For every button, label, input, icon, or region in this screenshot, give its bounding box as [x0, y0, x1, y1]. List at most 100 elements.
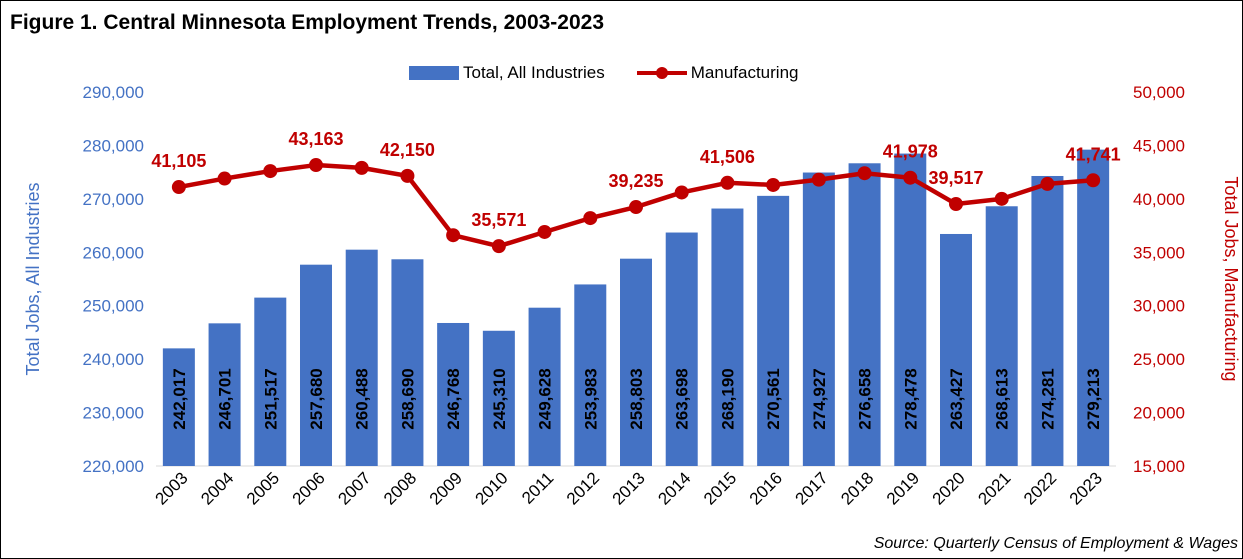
bar-value-label: 278,478 — [901, 368, 920, 429]
manufacturing-data-label: 39,517 — [928, 168, 983, 188]
manufacturing-data-label: 39,235 — [608, 171, 663, 191]
bar-value-label: 246,701 — [216, 368, 235, 429]
x-tick-label: 2005 — [243, 468, 283, 508]
source-note: Source: Quarterly Census of Employment &… — [873, 535, 1238, 552]
manufacturing-data-label: 35,571 — [471, 210, 526, 230]
manufacturing-point-2008 — [400, 168, 415, 183]
y-left-tick-label: 280,000 — [83, 136, 144, 155]
manufacturing-point-2023 — [1086, 173, 1101, 188]
y-left-tick-label: 240,000 — [83, 350, 144, 369]
bar-2020 — [940, 233, 972, 466]
bar-value-label: 258,803 — [627, 368, 646, 429]
bar-2007 — [345, 249, 378, 466]
bar-value-label: 251,517 — [261, 368, 280, 429]
bar-value-label: 246,768 — [444, 368, 463, 429]
y-right-tick-label: 15,000 — [1133, 457, 1185, 476]
manufacturing-point-2004 — [217, 171, 232, 186]
bar-2008 — [391, 259, 424, 466]
manufacturing-point-2013 — [629, 200, 643, 215]
manufacturing-point-2022 — [1040, 176, 1055, 191]
bar-value-label: 263,698 — [673, 368, 692, 429]
bar-2015 — [711, 208, 744, 466]
manufacturing-data-label: 41,506 — [700, 147, 755, 167]
bar-value-label: 245,310 — [490, 368, 509, 429]
bar-2003 — [162, 348, 195, 466]
x-tick-label: 2009 — [426, 468, 466, 508]
legend-item-total: Total, All Industries — [409, 63, 605, 83]
bar-value-label: 242,017 — [170, 368, 189, 429]
y-left-tick-label: 230,000 — [83, 404, 144, 423]
x-tick-label: 2022 — [1020, 468, 1060, 508]
y-right-tick-label: 20,000 — [1133, 404, 1185, 423]
bar-2016 — [757, 195, 790, 466]
x-tick-label: 2010 — [472, 468, 512, 508]
x-tick-label: 2023 — [1066, 468, 1106, 508]
x-tick-label: 2021 — [974, 468, 1014, 508]
bar-value-label: 279,213 — [1084, 368, 1103, 429]
x-tick-label: 2007 — [334, 468, 374, 508]
manufacturing-point-2007 — [354, 160, 369, 175]
manufacturing-point-2010 — [491, 239, 506, 254]
bar-value-label: 258,690 — [398, 368, 417, 429]
legend-swatch-line — [636, 67, 687, 79]
bar-2005 — [254, 297, 287, 466]
x-tick-label: 2013 — [609, 468, 649, 508]
x-tick-label: 2018 — [837, 468, 877, 508]
bar-2012 — [574, 284, 607, 466]
x-tick-label: 2004 — [197, 468, 237, 508]
manufacturing-point-2012 — [583, 211, 598, 226]
bar-value-label: 257,680 — [307, 368, 326, 429]
manufacturing-data-label: 41,105 — [151, 151, 206, 171]
x-tick-label: 2008 — [380, 468, 420, 508]
x-tick-label: 2017 — [792, 468, 832, 508]
chart-title: Figure 1. Central Minnesota Employment T… — [10, 11, 605, 34]
bar-value-label: 249,628 — [536, 368, 555, 429]
y-right-tick-label: 25,000 — [1133, 350, 1185, 369]
bar-2009 — [437, 322, 470, 466]
manufacturing-point-2019 — [903, 170, 918, 185]
bar-value-label: 274,927 — [810, 368, 829, 429]
manufacturing-data-label: 42,150 — [380, 140, 435, 160]
legend-item-manufacturing: Manufacturing — [636, 63, 799, 83]
bar-2022 — [1031, 175, 1064, 466]
bar-2013 — [620, 258, 652, 466]
bar-2018 — [848, 163, 881, 466]
manufacturing-point-2011 — [537, 224, 552, 239]
x-tick-label: 2014 — [654, 468, 694, 508]
x-tick-label: 2003 — [152, 468, 192, 508]
y-right-tick-label: 45,000 — [1133, 136, 1185, 155]
y-right-tick-label: 40,000 — [1133, 190, 1185, 209]
manufacturing-point-2006 — [309, 158, 323, 173]
y-right-tick-label: 50,000 — [1133, 83, 1185, 102]
legend-label-manufacturing: Manufacturing — [690, 63, 799, 82]
legend-swatch-bar — [409, 66, 459, 80]
legend: Total, All Industries Manufacturing — [409, 61, 830, 85]
y-left-tick-label: 290,000 — [83, 83, 144, 102]
manufacturing-point-2020 — [949, 197, 963, 212]
x-tick-label: 2011 — [518, 468, 557, 507]
manufacturing-point-2009 — [446, 228, 461, 243]
x-tick-label: 2020 — [929, 468, 969, 508]
bar-value-label: 260,488 — [353, 368, 372, 429]
bar-value-label: 253,983 — [581, 368, 600, 429]
manufacturing-point-2014 — [674, 185, 689, 200]
manufacturing-point-2018 — [857, 166, 872, 181]
manufacturing-data-label: 43,163 — [288, 129, 343, 149]
manufacturing-data-label: 41,978 — [883, 142, 938, 162]
bar-2023 — [1077, 149, 1110, 466]
bar-2006 — [300, 264, 332, 466]
bar-2010 — [482, 330, 515, 466]
y-left-tick-label: 270,000 — [83, 190, 144, 209]
y-left-tick-label: 220,000 — [83, 457, 144, 476]
bar-value-label: 270,561 — [764, 368, 783, 429]
bar-value-label: 276,658 — [856, 368, 875, 429]
bar-2004 — [208, 323, 241, 466]
legend-label-total: Total, All Industries — [463, 63, 605, 82]
y-right-tick-label: 35,000 — [1133, 243, 1185, 262]
manufacturing-point-2003 — [171, 180, 186, 195]
y-left-tick-label: 260,000 — [83, 243, 144, 262]
y-right-tick-label: 30,000 — [1133, 297, 1185, 316]
manufacturing-point-2005 — [263, 164, 278, 179]
